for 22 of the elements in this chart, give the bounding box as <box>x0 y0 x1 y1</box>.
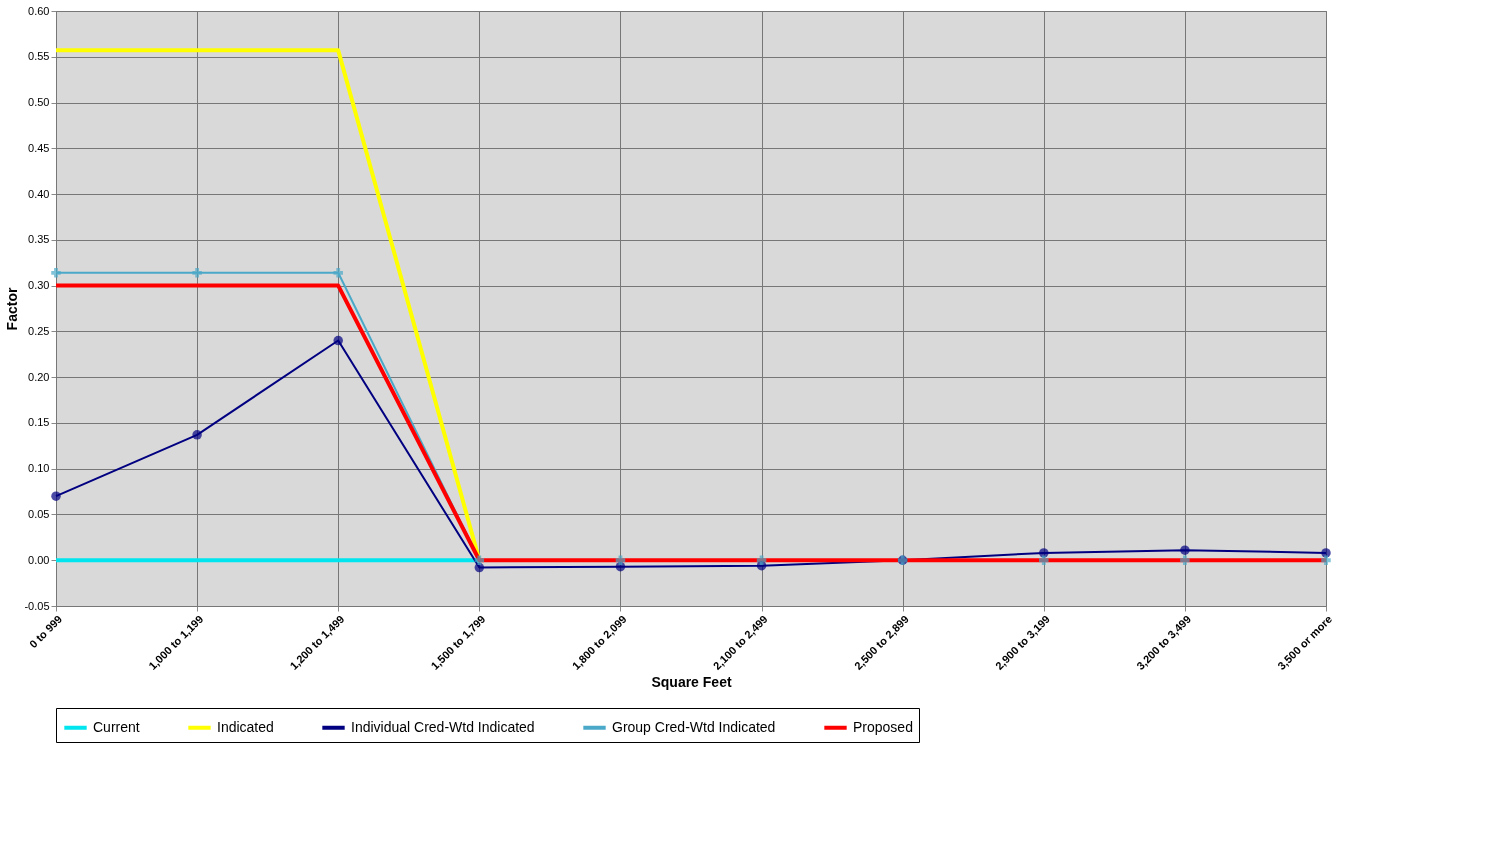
x-tick-label: 0 to 999 <box>26 612 65 651</box>
y-tick-label: -0.05 <box>24 599 50 612</box>
y-tick-label: 0.15 <box>28 416 50 429</box>
y-tick-label: 0.05 <box>28 507 50 520</box>
y-tick-label: 0.25 <box>28 324 50 337</box>
y-tick-label: 0.00 <box>28 553 50 566</box>
y-tick-label: 0.50 <box>28 96 50 109</box>
y-tick-label: 0.35 <box>28 233 50 246</box>
legend-label: Proposed <box>853 718 913 735</box>
y-axis-title: Factor <box>4 287 21 331</box>
legend-label: Group Cred-Wtd Indicated <box>612 718 776 735</box>
y-tick-label: 0.10 <box>28 462 50 475</box>
legend-label: Current <box>93 718 140 735</box>
legend-label: Individual Cred-Wtd Indicated <box>351 718 535 735</box>
y-tick-label: 0.45 <box>28 141 50 154</box>
y-tick-label: 0.60 <box>28 4 50 17</box>
y-tick-label: 0.40 <box>28 187 50 200</box>
y-tick-label: 0.55 <box>28 50 50 63</box>
x-axis-title: Square Feet <box>651 673 732 690</box>
y-tick-label: 0.30 <box>28 279 50 292</box>
y-tick-label: 0.20 <box>28 370 50 383</box>
legend-label: Indicated <box>217 718 274 735</box>
